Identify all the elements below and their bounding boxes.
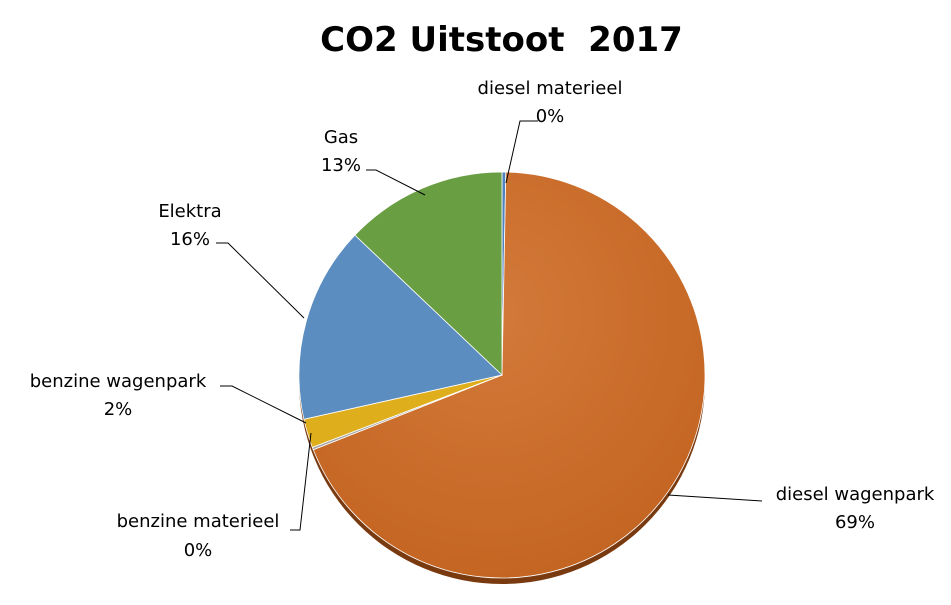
leader-line-elektra	[216, 242, 305, 319]
slice-label-benzine-materieel: benzine materieel	[117, 511, 280, 532]
pie-slice-elektra	[298, 234, 503, 420]
slice-label-elektra: Elektra	[158, 201, 221, 222]
leader-line-gas	[366, 169, 426, 196]
pie-slice-diesel-wagenpark	[312, 171, 706, 579]
slice-label-diesel-materieel: diesel materieel	[478, 78, 623, 99]
slice-percent-diesel-materieel: 0%	[536, 106, 565, 127]
slice-label-diesel-wagenpark: diesel wagenpark	[776, 484, 935, 505]
slice-label-gas: Gas	[324, 127, 358, 148]
chart-title: CO2 Uitstoot 2017	[320, 20, 683, 60]
slice-label-benzine-wagenpark: benzine wagenpark	[30, 371, 207, 392]
leader-line-diesel-wagenpark	[667, 494, 763, 502]
leader-line-benzine-materieel	[290, 432, 312, 531]
slice-percent-benzine-materieel: 0%	[184, 540, 213, 561]
slice-percent-diesel-wagenpark: 69%	[835, 512, 875, 533]
slice-percent-elektra: 16%	[170, 229, 210, 250]
slice-percent-benzine-wagenpark: 2%	[104, 399, 133, 420]
pie-slice-gas	[354, 171, 503, 376]
slice-percent-gas: 13%	[321, 155, 361, 176]
leader-line-benzine-wagenpark	[220, 385, 307, 424]
leader-line-diesel-materieel	[505, 120, 538, 184]
